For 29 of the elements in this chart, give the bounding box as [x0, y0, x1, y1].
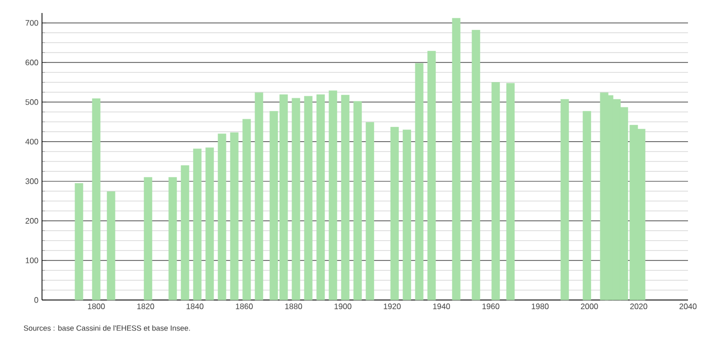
bar	[353, 101, 362, 300]
bar	[415, 63, 424, 300]
bar	[74, 183, 84, 300]
bar	[506, 82, 515, 300]
bar	[218, 134, 226, 300]
bar	[366, 122, 374, 300]
bar	[492, 82, 500, 300]
bar	[390, 126, 399, 300]
bar	[254, 92, 264, 300]
bar	[106, 191, 116, 300]
bar	[193, 148, 202, 300]
bar	[206, 147, 214, 300]
bar	[328, 90, 338, 300]
bar	[168, 177, 177, 300]
bar	[242, 118, 251, 300]
bar	[341, 94, 350, 300]
bar	[402, 130, 412, 300]
bar	[304, 96, 312, 300]
bar	[230, 132, 238, 300]
bar	[427, 50, 436, 300]
bar	[316, 94, 325, 300]
bar	[472, 30, 480, 300]
bar	[180, 165, 190, 300]
bar	[92, 98, 100, 300]
bar	[560, 99, 569, 300]
bar	[582, 111, 592, 300]
bar	[144, 177, 152, 300]
bar	[292, 98, 300, 300]
bar	[452, 18, 460, 300]
